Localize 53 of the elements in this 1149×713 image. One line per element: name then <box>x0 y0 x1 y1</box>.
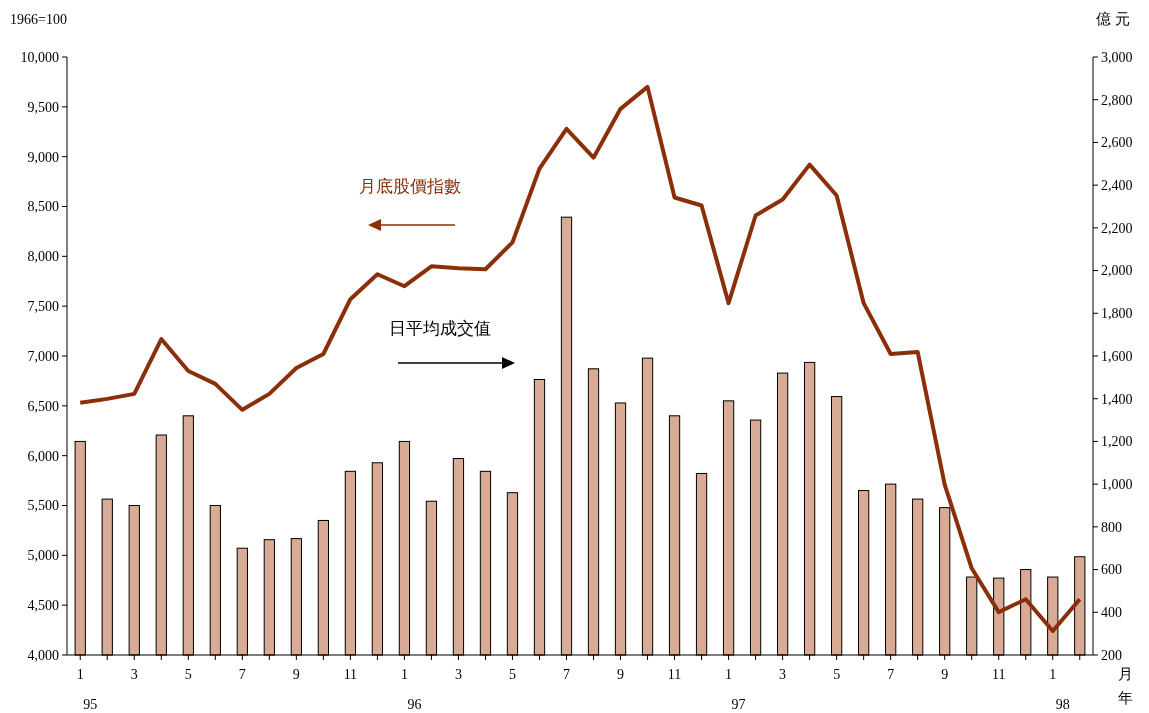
y2-tick-label: 2,000 <box>1101 263 1133 279</box>
y2-tick-label: 1,000 <box>1101 477 1133 493</box>
text: 月底股價指數 <box>359 177 461 196</box>
y2-tick-label: 2,400 <box>1101 178 1133 194</box>
line-series <box>78 84 1082 634</box>
y-tick-label: 4,000 <box>27 647 59 663</box>
x-tick-label: 7 <box>887 667 895 682</box>
x-tick-label: 5 <box>508 667 516 682</box>
x-tick-label: 11 <box>991 667 1006 682</box>
y2-tick-label: 400 <box>1101 605 1122 621</box>
text: 日平均成交值 <box>389 319 491 338</box>
y2-tick-label: 2,600 <box>1101 135 1133 151</box>
y-tick-label: 8,000 <box>27 249 59 265</box>
y2-tick-label: 2,800 <box>1101 92 1133 108</box>
y2-tick-label: 1,800 <box>1101 306 1133 322</box>
x-tick-label: 7 <box>238 667 246 682</box>
x-tick-label: 1 97 <box>725 667 746 712</box>
y2-tick-label: 2,200 <box>1101 220 1133 236</box>
x-tick-label: 3 <box>779 667 787 682</box>
y2-tick-label: 200 <box>1101 647 1122 663</box>
y2-tick-label: 3,000 <box>1101 49 1133 65</box>
x-tick-label: 3 <box>454 667 462 682</box>
y-tick-label: 4,500 <box>27 598 59 614</box>
x-tick-label: 11 <box>343 667 358 682</box>
y-tick-label: 9,000 <box>27 149 59 165</box>
y-tick-label: 9,500 <box>27 99 59 115</box>
y-tick-label: 6,500 <box>27 398 59 414</box>
y2-tick-label: 1,200 <box>1101 434 1133 450</box>
y-tick-label: 5,000 <box>27 548 59 564</box>
x-axis-title: 月年 <box>1117 666 1133 706</box>
x-tick-label: 1 98 <box>1049 667 1070 712</box>
x-tick-label: 7 <box>562 667 570 682</box>
x-tick-label: 9 <box>292 667 300 682</box>
x-tick-label: 1 96 <box>400 667 422 712</box>
y-tick-label: 7,500 <box>27 299 59 315</box>
y2-tick-label: 600 <box>1101 562 1122 578</box>
x-tick-label: 11 <box>667 667 682 682</box>
y2-tick-label: 800 <box>1101 519 1122 535</box>
x-tick-label: 5 <box>184 667 192 682</box>
x-tick-label: 5 <box>833 667 841 682</box>
x-tick-label: 9 <box>617 667 625 682</box>
y-tick-label: 8,500 <box>27 199 59 215</box>
y2-tick-label: 1,600 <box>1101 348 1133 364</box>
x-tick-label: 9 <box>941 667 949 682</box>
y-tick-label: 10,000 <box>20 49 59 65</box>
y2-axis-title: 億 元 <box>1096 11 1130 27</box>
y-axis-title: 1966=100 <box>10 12 67 27</box>
x-tick-label: 3 <box>130 667 138 682</box>
y-tick-label: 5,500 <box>27 498 59 514</box>
y2-tick-label: 1,400 <box>1101 391 1133 407</box>
x-tick-label: 1 95 <box>76 667 98 712</box>
y-tick-label: 6,000 <box>27 448 59 464</box>
y-tick-label: 7,000 <box>27 348 59 364</box>
